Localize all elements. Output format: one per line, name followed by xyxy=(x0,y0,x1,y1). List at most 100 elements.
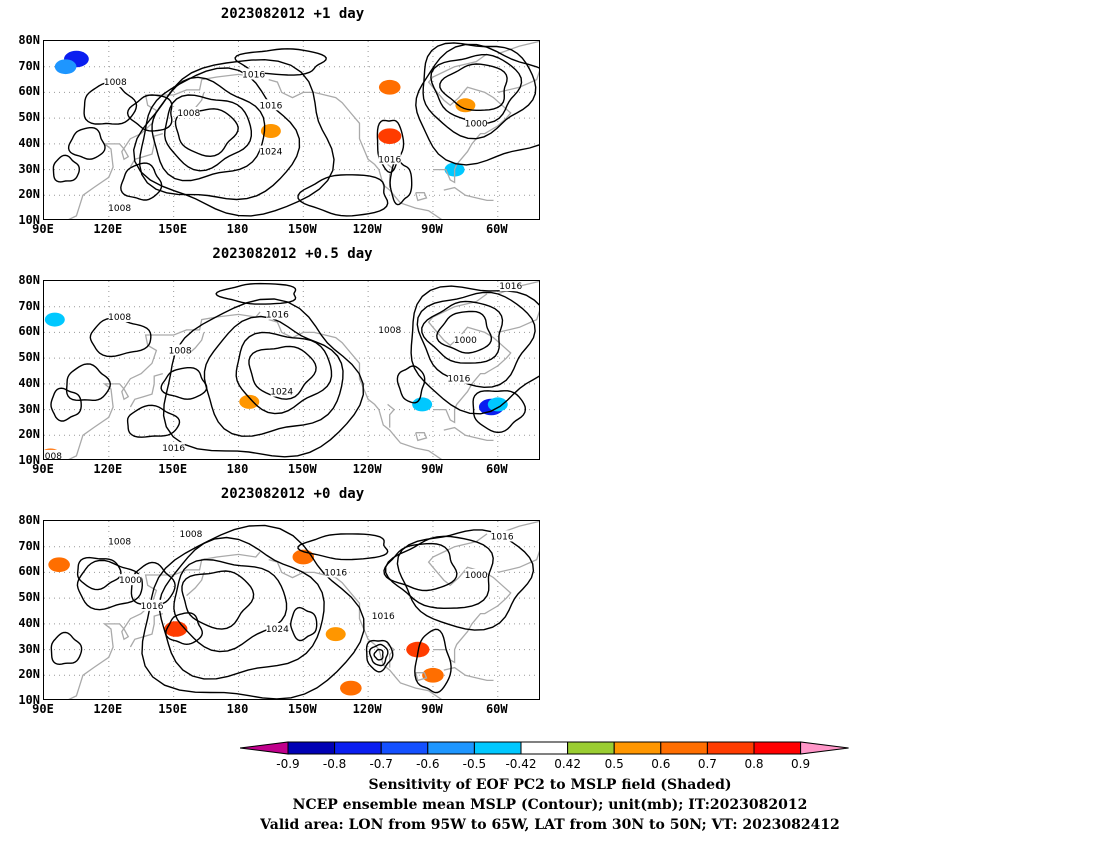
sensitivity-shading xyxy=(325,627,346,642)
isobar-label: 1024 xyxy=(259,148,282,158)
isobar-label: 1008 xyxy=(378,326,401,336)
colorbar-tick-label: 0.8 xyxy=(744,757,764,771)
isobar-label: 1016 xyxy=(378,155,401,165)
isobar-label-bg xyxy=(465,117,488,129)
isobar-label: 1008 xyxy=(177,109,200,119)
coastline xyxy=(186,572,205,597)
sensitivity-shading xyxy=(455,98,476,113)
isobar-contour xyxy=(416,291,536,389)
colorbar-high-arrow xyxy=(800,741,849,755)
lon-tick-label: 120W xyxy=(352,222,382,236)
lat-tick-label: 30N xyxy=(18,401,40,416)
colorbar-tick-label: 0.42 xyxy=(554,757,581,771)
sensitivity-shading xyxy=(48,557,70,573)
isobar-label-bg xyxy=(491,530,514,542)
isobar-label: 1016 xyxy=(324,568,347,578)
isobar-contour xyxy=(385,535,494,610)
isobar-label-bg xyxy=(259,99,282,111)
colorbar-box xyxy=(520,741,569,755)
lon-tick-label: 150E xyxy=(158,222,188,236)
isobar-label: 1016 xyxy=(242,70,265,80)
isobar-label-bg xyxy=(266,308,289,320)
isobar-label: 1016 xyxy=(266,310,289,320)
lon-tick-label: 60W xyxy=(485,462,508,476)
coastline xyxy=(268,558,443,699)
coastline xyxy=(129,372,163,408)
isobar-label: 1008 xyxy=(108,204,131,214)
coastline xyxy=(427,293,512,424)
lat-tick-label: 50N xyxy=(18,110,40,125)
isobar-label-bg xyxy=(141,599,164,611)
isobar-contour xyxy=(50,387,82,422)
isobar-contour xyxy=(76,559,144,611)
lat-tick-label: 10N xyxy=(18,453,40,467)
colorbar-tick-label: -0.42 xyxy=(505,757,537,771)
lon-tick-label: 180 xyxy=(226,702,249,716)
isobar-contour xyxy=(132,58,335,217)
coastline xyxy=(415,192,428,202)
isobar-contour xyxy=(160,367,208,400)
panel-3-title: 2023082012 +0 day xyxy=(220,486,365,502)
isobar-contour xyxy=(158,536,325,680)
isobar-label-bg xyxy=(44,449,62,459)
isobar-label-bg xyxy=(104,76,127,88)
coastline xyxy=(415,432,428,442)
map-panel-3: 1008 1008 1016 1000 1016 1000 1016 1024 1016 xyxy=(43,520,540,700)
colorbar xyxy=(240,741,849,755)
sensitivity-shading xyxy=(412,397,433,412)
sensitivity-shading xyxy=(378,128,402,144)
isobar-contour xyxy=(138,67,301,201)
lat-tick-label: 20N xyxy=(18,427,40,442)
coastline xyxy=(443,186,494,202)
isobar-label-bg xyxy=(179,527,202,539)
panel-1-title: 2023082012 +1 day xyxy=(220,6,365,22)
colorbar-low-arrow xyxy=(240,741,289,755)
isobar-label-bg xyxy=(108,535,131,547)
lon-tick-label: 150E xyxy=(158,462,188,476)
isobar-contour xyxy=(67,127,106,160)
coastline xyxy=(415,672,428,682)
coastline xyxy=(129,612,163,648)
isobar-label-bg xyxy=(108,202,131,214)
lat-tick-label: 30N xyxy=(18,641,40,656)
colorbar-box xyxy=(706,741,755,755)
isobar-label-bg xyxy=(242,68,265,80)
isobar-contour xyxy=(410,285,539,415)
coastline xyxy=(443,666,494,682)
isobar-label-bg xyxy=(162,442,185,454)
isobar-label-bg xyxy=(378,153,401,165)
lon-tick-label: 120E xyxy=(93,222,123,236)
panel-2-title: 2023082012 +0.5 day xyxy=(212,246,373,262)
isobar-contour xyxy=(436,310,493,354)
sensitivity-shading xyxy=(422,667,444,683)
colorbar-box xyxy=(334,741,382,755)
colorbar-tick-label: 0.7 xyxy=(697,757,717,771)
isobar-label-bg xyxy=(266,623,289,634)
caption-valid-area: Valid area: LON from 95W to 65W, LAT fro… xyxy=(260,817,840,833)
lon-tick-label: 150W xyxy=(287,462,317,476)
coastline xyxy=(427,533,512,664)
caption-contour: NCEP ensemble mean MSLP (Contour); unit(… xyxy=(292,797,808,813)
colorbar-box xyxy=(753,741,802,755)
isobar-contour xyxy=(162,298,365,458)
lat-tick-label: 60N xyxy=(18,564,40,579)
isobar-contour xyxy=(215,282,297,305)
lat-tick-label: 40N xyxy=(18,375,40,390)
isobar-contour xyxy=(151,76,266,182)
sensitivity-shading xyxy=(340,680,362,696)
lat-tick-label: 80N xyxy=(18,273,40,287)
isobar-label: 1016 xyxy=(372,612,395,622)
colorbar-box xyxy=(380,741,429,755)
isobar-contour xyxy=(289,606,318,642)
lat-tick-label: 10N xyxy=(18,213,40,227)
coastline xyxy=(68,551,261,699)
isobar-label-bg xyxy=(270,385,293,397)
lon-tick-label: 90E xyxy=(32,462,54,476)
colorbar-box xyxy=(660,741,708,755)
isobar-label: 1016 xyxy=(141,602,164,612)
coastline xyxy=(443,426,494,442)
isobar-label-bg xyxy=(447,372,470,384)
lat-tick-label: 30N xyxy=(18,161,40,176)
isobar-contour xyxy=(120,162,163,201)
lon-tick-label: 180 xyxy=(226,222,249,236)
